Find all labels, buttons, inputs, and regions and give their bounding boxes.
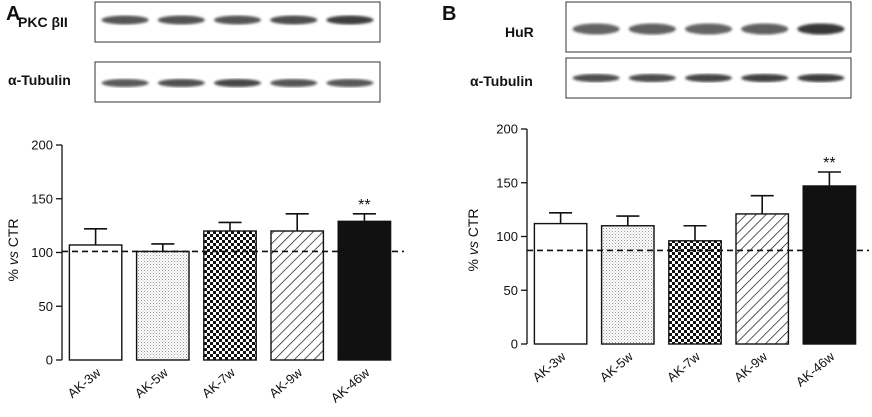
blot-band xyxy=(684,74,733,82)
bar-ak-9w xyxy=(735,213,790,345)
bar-ak-5w xyxy=(135,250,190,361)
blot-label-tubulin-b: α-Tubulin xyxy=(470,73,533,89)
blot-band xyxy=(101,15,149,25)
blot-band xyxy=(270,79,318,87)
chart-b: % vs CTR 0 50 100 150 200 AK-3w AK-5w AK-7w AK-9… xyxy=(465,122,869,390)
y-tick-label: 100 xyxy=(31,245,53,260)
blot-band xyxy=(797,23,845,35)
panel-letter-a: A xyxy=(6,3,20,25)
blot-tubulin-b-strip xyxy=(565,57,852,99)
blot-band xyxy=(326,79,374,87)
blot-band xyxy=(213,79,262,87)
y-axis-label-a: % vs CTR xyxy=(5,218,21,281)
significance-marker: ** xyxy=(358,197,370,214)
x-tick-label: AK-9w xyxy=(731,348,770,384)
blot-tubulin-a-strip xyxy=(94,61,381,103)
x-tick-label: AK-5w xyxy=(132,364,171,400)
blot-pkc-strip xyxy=(94,1,381,43)
y-axis-label-b: % vs CTR xyxy=(465,208,481,271)
blot-hur-strip xyxy=(565,1,852,53)
x-tick-label: AK-5w xyxy=(597,348,636,384)
y-tick-label: 200 xyxy=(496,122,518,137)
y-tick-label: 150 xyxy=(496,175,518,190)
blot-band xyxy=(741,23,789,35)
blot-band xyxy=(326,15,374,25)
blot-band xyxy=(572,23,620,35)
x-tick-label: AK-46w xyxy=(328,364,373,405)
bar-ak-46w xyxy=(337,220,392,361)
blot-label-hur: HuR xyxy=(505,24,534,40)
bar-ak-5w xyxy=(600,225,655,345)
y-tick-label: 0 xyxy=(46,353,53,368)
x-tick-label: AK-7w xyxy=(199,364,238,400)
blot-label-pkc: PKC βII xyxy=(18,14,68,30)
blot-band xyxy=(213,15,262,25)
chart-a: % vs CTR 0 50 100 150 200 AK-3w AK-5w AK-7w AK-9… xyxy=(5,138,404,406)
blot-band xyxy=(270,15,318,25)
y-tick-label: 150 xyxy=(31,191,53,206)
blot-label-tubulin-a: α-Tubulin xyxy=(8,72,71,88)
bar-ak-7w xyxy=(668,240,722,345)
x-tick-label: AK-46w xyxy=(793,348,838,389)
y-tick-label: 0 xyxy=(511,337,518,352)
y-tick-label: 200 xyxy=(31,138,53,153)
blot-band xyxy=(741,74,789,82)
blot-band xyxy=(572,74,620,82)
bar-ak-3w xyxy=(68,244,123,361)
panel-letter-b: B xyxy=(442,3,456,25)
blot-band xyxy=(628,23,676,35)
x-tick-label: AK-9w xyxy=(266,364,305,400)
y-tick-label: 50 xyxy=(504,283,518,298)
bar-ak-7w xyxy=(203,230,257,361)
bar-ak-46w xyxy=(802,185,857,345)
x-tick-label: AK-3w xyxy=(530,348,569,384)
y-tick-label: 100 xyxy=(496,229,518,244)
blot-band xyxy=(101,79,149,87)
blot-band xyxy=(157,79,205,87)
x-tick-label: AK-7w xyxy=(664,348,703,384)
blot-band xyxy=(628,74,676,82)
x-tick-label: AK-3w xyxy=(65,364,104,400)
blot-band xyxy=(684,23,733,35)
bar-ak-9w xyxy=(270,230,325,361)
y-tick-label: 50 xyxy=(39,299,53,314)
blot-band xyxy=(157,15,205,25)
blot-band xyxy=(797,74,845,82)
bar-ak-3w xyxy=(533,222,588,345)
significance-marker: ** xyxy=(823,155,835,172)
